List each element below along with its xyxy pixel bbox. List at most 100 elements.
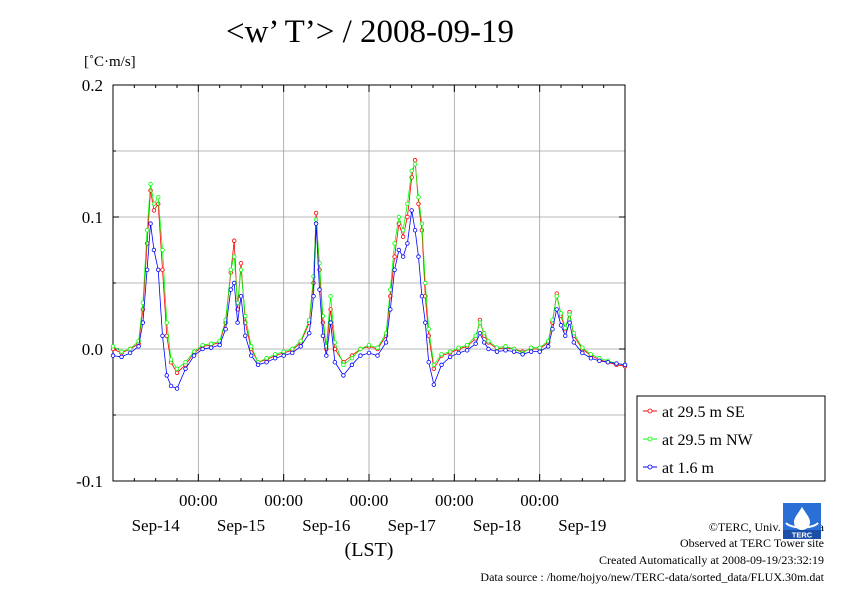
y-tick-label: 0.0: [82, 340, 103, 359]
data-point-1: [537, 345, 542, 350]
data-point-2: [567, 320, 572, 325]
data-point-1: [341, 362, 346, 368]
data-point-2: [392, 267, 397, 272]
data-point-2: [228, 287, 233, 292]
x-tick-label: 00:00: [264, 491, 303, 510]
legend-swatch-marker: [647, 464, 653, 470]
data-point-2: [511, 349, 517, 354]
x-day-label: Sep-18: [473, 516, 521, 535]
data-point-2: [140, 320, 146, 325]
data-point-2: [156, 267, 161, 272]
data-point-1: [313, 217, 319, 222]
data-point-1: [164, 320, 169, 325]
data-point-2: [503, 348, 508, 353]
data-point-1: [571, 330, 576, 336]
data-point-2: [332, 360, 338, 365]
data-point-2: [494, 349, 500, 354]
data-point-1: [264, 356, 269, 361]
data-point-1: [110, 344, 116, 349]
data-point-1: [482, 330, 487, 336]
data-point-1: [567, 312, 572, 317]
data-point-2: [200, 346, 205, 352]
data-point-2: [464, 348, 470, 353]
data-point-1: [486, 338, 491, 344]
logo-text: TERC: [792, 531, 813, 540]
data-point-2: [558, 323, 564, 328]
data-point-2: [231, 280, 237, 286]
data-point-2: [217, 342, 222, 348]
data-point-1: [200, 342, 205, 348]
data-point-1: [228, 267, 233, 272]
data-point-2: [320, 333, 326, 338]
data-point-2: [431, 382, 437, 387]
data-point-1: [431, 362, 437, 368]
x-day-label: Sep-16: [302, 516, 350, 535]
data-point-1: [249, 344, 254, 349]
x-tick-label: 00:00: [435, 491, 474, 510]
y-unit-label: [˚C·m/s]: [84, 54, 136, 70]
data-point-1: [281, 349, 286, 354]
x-day-label: Sep-14: [132, 516, 181, 535]
data-point-2: [144, 267, 150, 272]
data-point-1: [272, 352, 278, 357]
data-point-1: [456, 345, 461, 350]
data-point-2: [223, 327, 228, 332]
data-point-2: [191, 353, 197, 358]
data-point-0: [174, 370, 180, 375]
data-point-2: [151, 247, 157, 253]
terc-logo-icon: TERC: [783, 503, 821, 539]
data-point-2: [439, 362, 444, 368]
data-point-1: [144, 227, 150, 233]
x-axis-label: (LST): [345, 539, 394, 561]
data-point-2: [473, 341, 478, 346]
data-point-2: [400, 254, 406, 259]
data-point-2: [614, 361, 619, 366]
data-point-2: [313, 221, 319, 226]
data-point-1: [358, 346, 363, 352]
data-point-2: [160, 333, 165, 338]
data-point-1: [388, 287, 393, 292]
legend-label: at 1.6 m: [662, 460, 715, 477]
data-point-0: [400, 234, 406, 239]
data-point-1: [208, 341, 214, 346]
data-point-1: [160, 247, 165, 253]
data-point-1: [477, 320, 483, 325]
x-tick-label: 00:00: [520, 491, 559, 510]
data-point-2: [183, 366, 188, 371]
credit-created: Created Automatically at 2008-09-19/23:3…: [599, 553, 824, 567]
legend-swatch-marker: [647, 436, 653, 442]
data-point-2: [148, 221, 153, 226]
data-point-2: [383, 340, 389, 345]
data-point-2: [264, 360, 269, 365]
data-point-2: [571, 340, 576, 345]
data-point-2: [554, 307, 559, 312]
y-tick-label: 0.1: [82, 208, 103, 227]
data-point-1: [366, 342, 372, 348]
data-point-1: [528, 345, 534, 350]
data-point-1: [119, 349, 124, 354]
data-point-2: [235, 320, 240, 325]
x-tick-label: 00:00: [179, 491, 218, 510]
data-point-1: [558, 311, 564, 316]
data-point-1: [426, 327, 431, 332]
data-point-2: [164, 373, 169, 378]
data-point-2: [588, 356, 594, 361]
data-point-1: [332, 340, 338, 345]
data-point-1: [554, 294, 559, 299]
data-point-1: [416, 194, 421, 200]
data-point-1: [423, 280, 428, 286]
data-point-2: [622, 362, 628, 368]
x-day-label: Sep-19: [558, 516, 606, 535]
data-point-1: [243, 313, 248, 319]
data-point-2: [396, 247, 402, 253]
data-point-1: [550, 317, 555, 323]
data-point-2: [168, 383, 174, 389]
data-point-2: [388, 307, 393, 312]
data-point-1: [588, 352, 594, 357]
data-point-2: [486, 346, 491, 352]
data-point-1: [494, 345, 500, 350]
data-point-1: [191, 349, 197, 354]
data-point-2: [537, 349, 542, 354]
data-point-1: [238, 267, 244, 272]
data-point-2: [358, 353, 363, 358]
